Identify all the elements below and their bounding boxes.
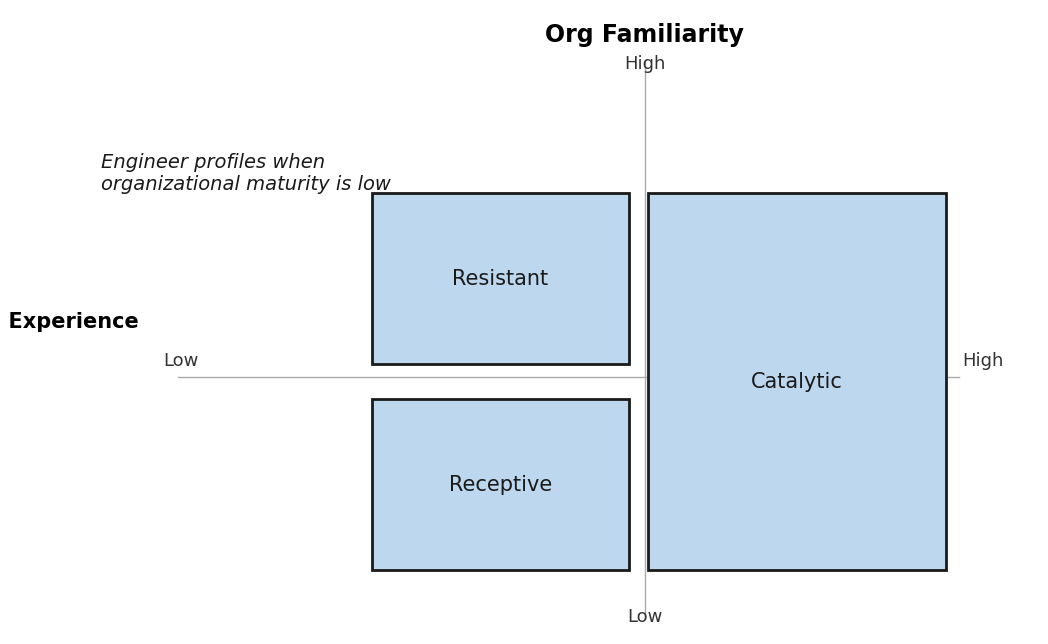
Text: Engineer profiles when
organizational maturity is low: Engineer profiles when organizational ma…	[102, 153, 391, 194]
Bar	[372, 399, 629, 570]
Text: Catalytic: Catalytic	[751, 372, 843, 392]
Text: Low: Low	[627, 608, 662, 626]
Bar	[648, 193, 946, 570]
Text: Low: Low	[163, 352, 199, 370]
Bar	[372, 193, 629, 364]
Text: Receptive: Receptive	[449, 475, 552, 495]
Text: High: High	[962, 352, 1003, 370]
Text: High: High	[624, 55, 665, 73]
Text: Org Familiarity: Org Familiarity	[545, 23, 744, 46]
Text: Resistant: Resistant	[453, 269, 548, 289]
Text: SRE Experience: SRE Experience	[0, 312, 138, 332]
